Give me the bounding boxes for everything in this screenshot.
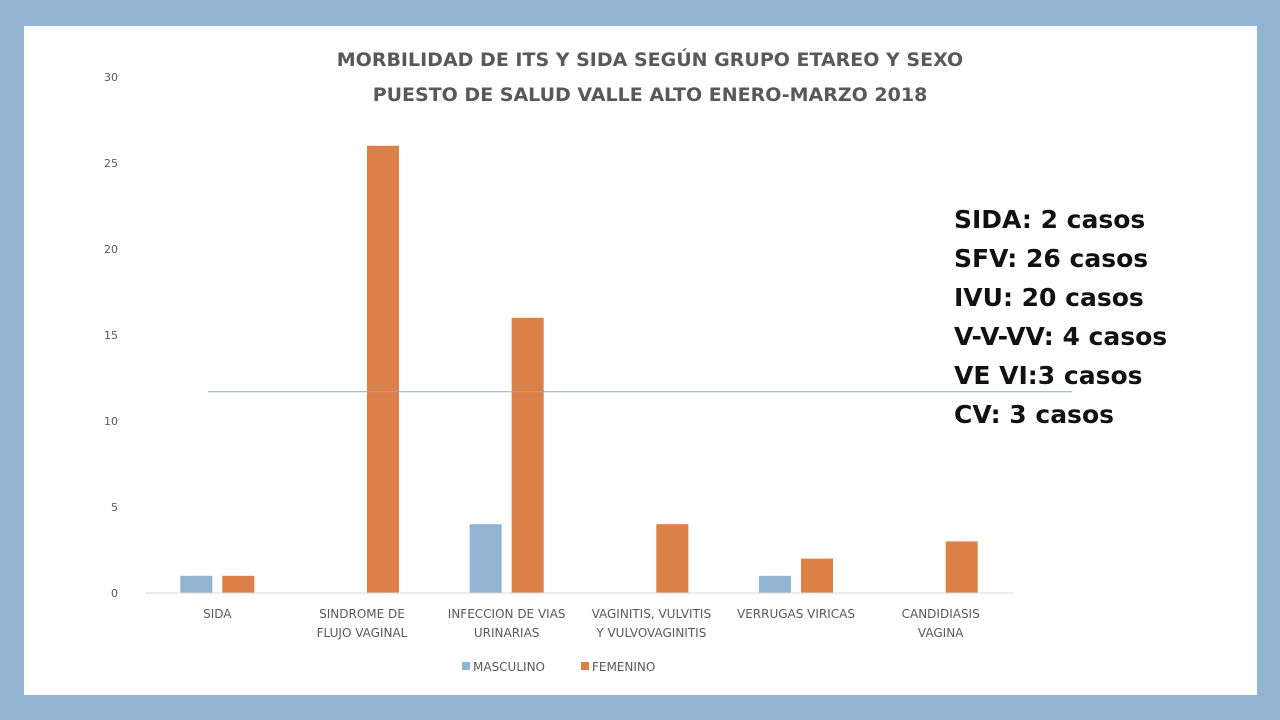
x-category-label: VAGINA bbox=[918, 626, 964, 640]
bar-masculino-4 bbox=[759, 575, 791, 593]
bar-femenino-0 bbox=[222, 575, 255, 593]
bar-femenino-4 bbox=[801, 558, 833, 593]
bar-femenino-5 bbox=[945, 541, 978, 593]
y-tick-label: 10 bbox=[104, 415, 118, 428]
summary-line: VE VI:3 casos bbox=[954, 361, 1143, 390]
y-tick-label: 15 bbox=[104, 329, 118, 342]
x-category-label: Y VULVOVAGINITIS bbox=[595, 626, 706, 640]
y-tick-label: 20 bbox=[104, 243, 118, 256]
legend: MASCULINO FEMENINO bbox=[462, 660, 655, 674]
x-category-label: FLUJO VAGINAL bbox=[317, 626, 408, 640]
y-tick-label: 0 bbox=[111, 587, 118, 600]
chart-subtitle: PUESTO DE SALUD VALLE ALTO ENERO-MARZO 2… bbox=[373, 84, 928, 106]
summary-line: V-V-VV: 4 casos bbox=[954, 322, 1168, 351]
bar-femenino-1 bbox=[367, 145, 399, 594]
x-category-label: INFECCION DE VIAS bbox=[448, 607, 566, 621]
bar-masculino-2 bbox=[469, 524, 502, 593]
chart-title: MORBILIDAD DE ITS Y SIDA SEGÚN GRUPO ETA… bbox=[337, 47, 963, 71]
legend-swatch-masculino bbox=[462, 662, 470, 670]
x-category-label: SIDA bbox=[203, 607, 232, 621]
category-labels: SIDA SINDROME DE FLUJO VAGINAL INFECCION DE… bbox=[203, 607, 980, 640]
bars-group bbox=[180, 145, 978, 594]
summary-box: SIDA: 2 casos SFV: 26 casos IVU: 20 caso… bbox=[954, 200, 1254, 434]
y-axis-ticks: 0 5 10 15 20 25 30 bbox=[104, 71, 118, 600]
x-category-label: VERRUGAS VIRICAS bbox=[737, 607, 855, 621]
bar-femenino-2 bbox=[511, 317, 544, 593]
summary-line: IVU: 20 casos bbox=[954, 283, 1144, 312]
summary-line: CV: 3 casos bbox=[954, 400, 1114, 429]
legend-swatch-femenino bbox=[581, 662, 589, 670]
summary-line: SIDA: 2 casos bbox=[954, 205, 1146, 234]
y-tick-label: 25 bbox=[104, 157, 118, 170]
legend-label: FEMENINO bbox=[592, 660, 655, 674]
summary-line: SFV: 26 casos bbox=[954, 244, 1149, 273]
y-tick-label: 5 bbox=[111, 501, 118, 514]
y-tick-label: 30 bbox=[104, 71, 118, 84]
legend-label: MASCULINO bbox=[473, 660, 545, 674]
x-category-label: URINARIAS bbox=[474, 626, 540, 640]
x-category-label: VAGINITIS, VULVITIS bbox=[592, 607, 712, 621]
x-category-label: SINDROME DE bbox=[319, 607, 405, 621]
x-category-label: CANDIDIASIS bbox=[902, 607, 980, 621]
bar-masculino-0 bbox=[180, 575, 213, 593]
bar-femenino-3 bbox=[656, 524, 689, 593]
